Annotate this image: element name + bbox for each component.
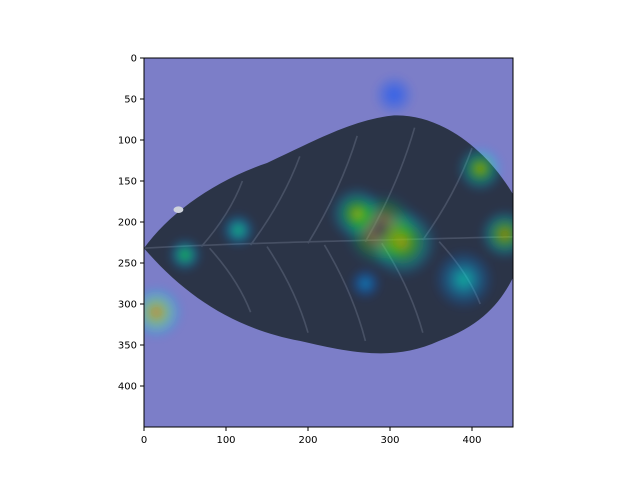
heat-hotspot xyxy=(478,208,513,261)
x-tick-label: 300 xyxy=(380,435,399,446)
heat-hotspot xyxy=(349,267,382,300)
heat-hotspot xyxy=(328,185,386,243)
axes-frame xyxy=(143,57,514,428)
heat-hotspot xyxy=(432,248,495,311)
y-tick-label: 0 xyxy=(131,54,137,65)
plot-area xyxy=(144,58,513,427)
leaf-spot xyxy=(173,206,184,213)
heat-hotspot xyxy=(220,212,257,249)
x-tick-label: 200 xyxy=(298,435,317,446)
y-tick-label: 350 xyxy=(118,341,137,352)
y-tick-label: 400 xyxy=(118,382,137,393)
x-axis: 0 100 200 300 400 xyxy=(141,427,482,446)
x-tick-label: 0 xyxy=(141,435,147,446)
heat-overlay xyxy=(144,74,513,341)
heat-hotspot xyxy=(455,144,505,194)
heat-hotspot xyxy=(144,283,185,341)
y-tick-label: 100 xyxy=(118,136,137,147)
x-tick-label: 100 xyxy=(216,435,235,446)
x-tick-label: 400 xyxy=(462,435,481,446)
leaf-silhouette xyxy=(144,115,513,354)
y-axis: 0 50 100 150 200 250 300 350 400 xyxy=(118,54,144,393)
y-tick-label: 150 xyxy=(118,177,137,188)
heat-hotspot xyxy=(166,236,204,273)
y-tick-label: 50 xyxy=(124,95,137,106)
y-tick-label: 250 xyxy=(118,259,137,270)
y-tick-label: 200 xyxy=(118,218,137,229)
heat-hotspot xyxy=(373,74,415,116)
y-tick-label: 300 xyxy=(118,300,137,311)
